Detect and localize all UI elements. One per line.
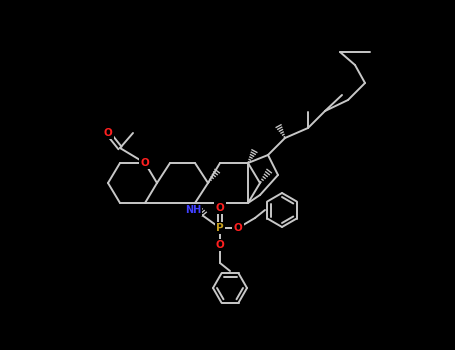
Text: O: O xyxy=(216,240,224,250)
Text: O: O xyxy=(104,128,112,138)
Text: NH: NH xyxy=(185,205,201,215)
Text: O: O xyxy=(141,158,149,168)
Text: O: O xyxy=(216,203,224,213)
Text: O: O xyxy=(233,223,243,233)
Text: P: P xyxy=(216,223,224,233)
